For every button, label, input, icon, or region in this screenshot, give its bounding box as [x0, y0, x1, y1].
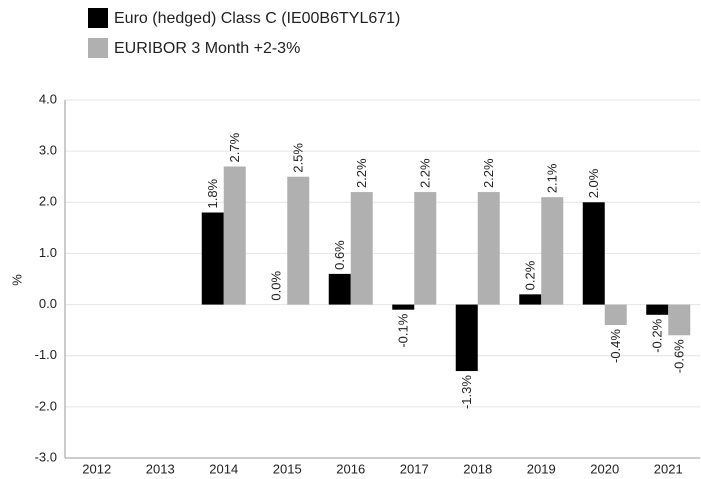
y-tick-label: 3.0 [39, 143, 57, 158]
legend-swatch [88, 8, 108, 28]
bar [287, 176, 310, 305]
value-label: 0.6% [332, 240, 347, 270]
bar [328, 273, 351, 305]
value-label: 0.2% [523, 260, 538, 290]
x-tick-label: 2018 [463, 461, 492, 476]
value-label: 2.7% [227, 132, 242, 162]
y-tick-label: 4.0 [39, 91, 57, 106]
x-tick-label: 2019 [527, 461, 556, 476]
legend-text: Euro (hedged) Class C (IE00B6TYL671) [114, 10, 400, 27]
x-tick-label: 2012 [82, 461, 111, 476]
y-axis-label: % [9, 274, 24, 286]
x-tick-label: 2014 [209, 461, 238, 476]
bar [582, 202, 605, 305]
x-tick-label: 2016 [336, 461, 365, 476]
value-label: -0.4% [608, 329, 623, 363]
y-tick-label: 2.0 [39, 194, 57, 209]
value-label: 2.5% [291, 143, 306, 173]
value-label: -0.6% [672, 339, 687, 373]
bar [223, 166, 246, 305]
y-tick-label: -1.0 [35, 347, 57, 362]
value-label: 2.2% [418, 158, 433, 188]
x-tick-label: 2020 [590, 461, 619, 476]
value-label: -0.1% [396, 313, 411, 347]
y-tick-label: 1.0 [39, 245, 57, 260]
bar [477, 192, 500, 305]
y-tick-label: -3.0 [35, 449, 57, 464]
bar [604, 304, 627, 326]
bar [414, 192, 437, 305]
value-label: 0.0% [269, 270, 284, 300]
bar [668, 304, 691, 336]
value-label: 1.8% [205, 178, 220, 208]
value-label: -0.2% [650, 318, 665, 352]
x-tick-label: 2017 [400, 461, 429, 476]
y-tick-label: 0.0 [39, 296, 57, 311]
bar [519, 294, 542, 305]
value-label: 2.1% [545, 163, 560, 193]
legend-swatch [88, 38, 108, 58]
bar [201, 212, 224, 305]
x-tick-label: 2015 [273, 461, 302, 476]
legend-text: EURIBOR 3 Month +2-3% [114, 40, 300, 57]
y-tick-label: -2.0 [35, 398, 57, 413]
value-label: -1.3% [459, 375, 474, 409]
bar [392, 304, 415, 310]
bar [541, 197, 564, 305]
value-label: 2.2% [354, 158, 369, 188]
bar [455, 304, 478, 372]
value-label: 2.0% [586, 168, 601, 198]
x-tick-label: 2021 [654, 461, 683, 476]
value-label: 2.2% [481, 158, 496, 188]
bar [350, 192, 373, 305]
x-tick-label: 2013 [146, 461, 175, 476]
bar [646, 304, 669, 315]
